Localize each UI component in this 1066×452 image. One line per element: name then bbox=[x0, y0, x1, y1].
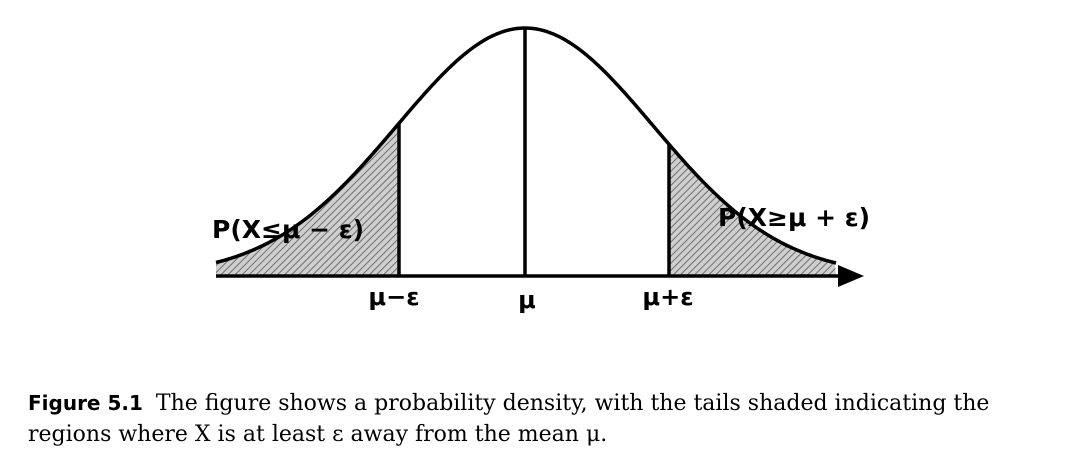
tick-label-mu-minus-epsilon: μ−ε bbox=[368, 283, 419, 311]
figure-number: Figure 5.1 bbox=[28, 391, 143, 415]
left-tail-label: P(X≤μ − ε) bbox=[212, 215, 364, 244]
tick-label-mu-plus-epsilon: μ+ε bbox=[642, 283, 693, 311]
right-tail-shaded-region bbox=[669, 144, 836, 276]
probability-density-figure: P(X≤μ − ε) P(X≥μ + ε) μ−ε μ μ+ε bbox=[212, 26, 870, 314]
left-tail-shaded-region bbox=[216, 124, 399, 277]
caption-text: The figure shows a probability density, … bbox=[28, 391, 990, 447]
tick-label-mu: μ bbox=[518, 286, 536, 314]
x-axis-arrowhead bbox=[838, 265, 864, 287]
right-tail-label: P(X≥μ + ε) bbox=[718, 203, 870, 232]
figure-caption: Figure 5.1 The figure shows a probabilit… bbox=[28, 388, 1048, 450]
